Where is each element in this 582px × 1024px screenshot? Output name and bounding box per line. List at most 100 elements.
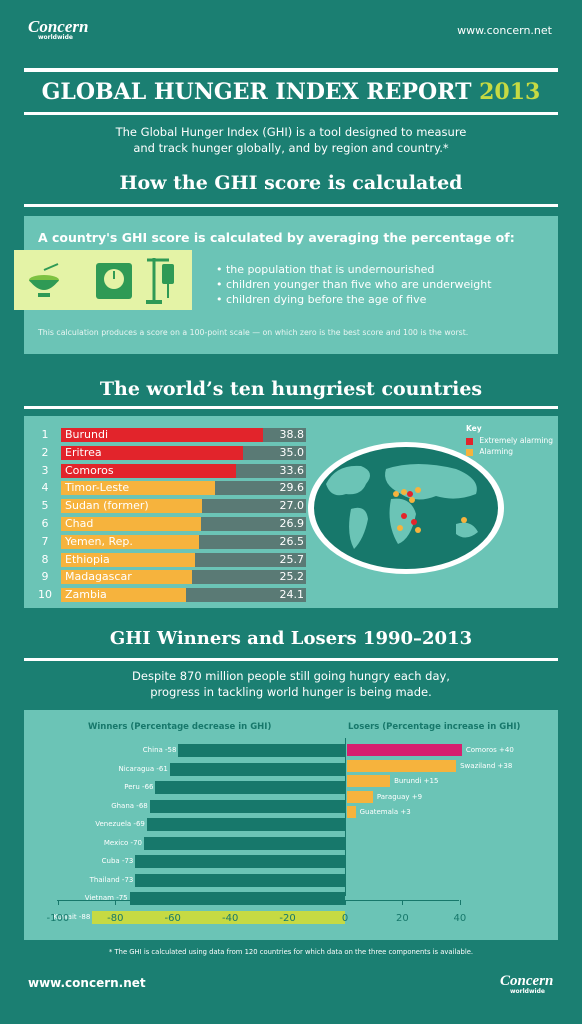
winner-bar — [92, 910, 345, 924]
loser-bar — [347, 806, 356, 818]
score-bar — [61, 552, 195, 567]
key-title: Key — [466, 424, 482, 433]
score-label: 27.0 — [279, 499, 305, 513]
winner-bar — [135, 855, 345, 868]
loser-label: Swaziland +38 — [460, 761, 513, 770]
wl-rule — [24, 658, 558, 661]
wl-section-title: GHI Winners and Losers 1990–2013 — [109, 628, 473, 649]
scale-icon — [96, 263, 132, 299]
map-marker-comoros — [411, 519, 417, 525]
wl-sub-1: Despite 870 million people still going h… — [132, 669, 450, 683]
score-label: 26.5 — [279, 534, 305, 548]
calc-bullets: • the population that is undernourished … — [216, 262, 492, 307]
rank-number: 3 — [41, 463, 49, 477]
loser-bar — [347, 775, 391, 787]
country-label: Comoros — [65, 463, 114, 477]
x-tick-mark — [57, 900, 59, 905]
winner-label: Cuba -73 — [101, 857, 134, 865]
map-marker-zambia — [397, 525, 403, 531]
score-label: 33.6 — [279, 463, 305, 477]
score-bar — [61, 570, 192, 585]
winner-label: Ghana -68 — [111, 801, 148, 810]
winner-label: Nicaragua -61 — [118, 764, 168, 773]
x-tick-label: -100 — [46, 913, 70, 924]
rank-number: 10 — [38, 588, 52, 602]
hungriest-section-title: The world’s ten hungriest countries — [99, 378, 483, 400]
header-url[interactable]: www.concern.net — [457, 24, 552, 37]
footer-logo-sub: worldwide — [510, 988, 545, 995]
rank-number: 9 — [41, 570, 49, 584]
loser-label: Burundi +15 — [394, 777, 439, 785]
calc-section-title: How the GHI score is calculated — [119, 172, 463, 194]
map-marker-burundi — [401, 513, 407, 519]
score-label: 24.1 — [279, 588, 305, 602]
country-label: Madagascar — [65, 570, 132, 584]
losers-heading: Losers (Percentage increase in GHI) — [348, 722, 521, 732]
x-tick-label: -20 — [279, 913, 296, 924]
winner-label: China -58 — [142, 746, 177, 754]
winner-bar — [149, 799, 345, 813]
x-tick-label: 40 — [453, 913, 467, 924]
x-tick-mark — [402, 900, 404, 905]
key-label-extreme: Extremely alarming — [479, 436, 553, 445]
rank-number: 7 — [41, 534, 49, 548]
banner-title: GLOBAL HUNGER INDEX REPORT 2013 — [0, 77, 582, 107]
footer-logo[interactable]: Concern worldwide — [500, 974, 553, 995]
score-label: 38.8 — [279, 428, 305, 441]
calc-panel: A country's GHI score is calculated by a… — [14, 216, 558, 354]
key-item-extreme: Extremely alarming — [466, 436, 553, 445]
x-tick-label: 20 — [396, 913, 409, 924]
country-label: Zambia — [65, 588, 107, 602]
loser-label: Comoros +40 — [465, 746, 514, 754]
country-label: Chad — [65, 517, 94, 530]
x-tick-label: -40 — [221, 913, 239, 924]
winner-label: Kuwait -88 — [53, 912, 91, 921]
calc-lead: A country's GHI score is calculated by a… — [38, 230, 515, 245]
rank-number: 5 — [41, 499, 49, 513]
wl-footnote: * The GHI is calculated using data from … — [108, 948, 474, 956]
rank-number: 6 — [41, 517, 49, 530]
x-tick-mark — [345, 900, 346, 905]
winner-label: Venezuela -69 — [95, 820, 145, 828]
calc-note: This calculation produces a score on a 1… — [38, 328, 469, 337]
banner-year: 2013 — [479, 79, 541, 105]
map-marker-timor — [461, 517, 467, 523]
world-map — [308, 442, 504, 574]
hungriest-row: 9 Madagascar 25.2 — [36, 570, 308, 585]
key-item-alarming: Alarming — [466, 447, 553, 456]
score-label: 26.9 — [279, 517, 305, 530]
calc-icon-strip — [14, 250, 192, 310]
calc-rule — [24, 204, 558, 207]
bowl-icon — [29, 263, 59, 297]
concern-logo[interactable]: Concern worldwide — [28, 18, 88, 41]
map-marker-ethiopia — [409, 497, 415, 503]
map-key: Key Extremely alarming Alarming — [466, 424, 553, 456]
calc-bullet-2: • children younger than five who are und… — [216, 278, 492, 291]
winner-bar — [135, 873, 345, 887]
loser-bar — [347, 759, 457, 772]
x-tick-mark — [459, 900, 461, 905]
iv-drip-icon — [146, 258, 174, 304]
key-label-alarming: Alarming — [479, 447, 514, 456]
score-label: 25.7 — [279, 552, 305, 566]
winner-bar — [155, 781, 345, 794]
x-tick-label: -60 — [164, 913, 181, 924]
footer-url[interactable]: www.concern.net — [28, 976, 146, 990]
logo-name: Concern — [28, 17, 89, 36]
score-bar — [61, 517, 201, 531]
score-bar — [61, 588, 186, 603]
score-bar — [61, 481, 215, 496]
hungriest-row: 7 Yemen, Rep. 26.5 — [36, 534, 308, 549]
key-swatch-alarming — [466, 448, 473, 456]
x-tick-mark — [230, 900, 232, 905]
footer-logo-name: Concern — [500, 973, 554, 989]
logo-sub: worldwide — [38, 34, 73, 41]
banner-top-rule — [24, 68, 558, 72]
banner-title-text: GLOBAL HUNGER INDEX REPORT — [41, 79, 472, 105]
winner-bar — [178, 744, 345, 757]
x-tick-label: 0 — [341, 913, 349, 924]
calc-bullet-1: • the population that is undernourished — [216, 263, 435, 276]
score-label: 35.0 — [279, 445, 305, 459]
banner-bottom-rule — [24, 112, 558, 115]
loser-bar — [347, 790, 373, 803]
